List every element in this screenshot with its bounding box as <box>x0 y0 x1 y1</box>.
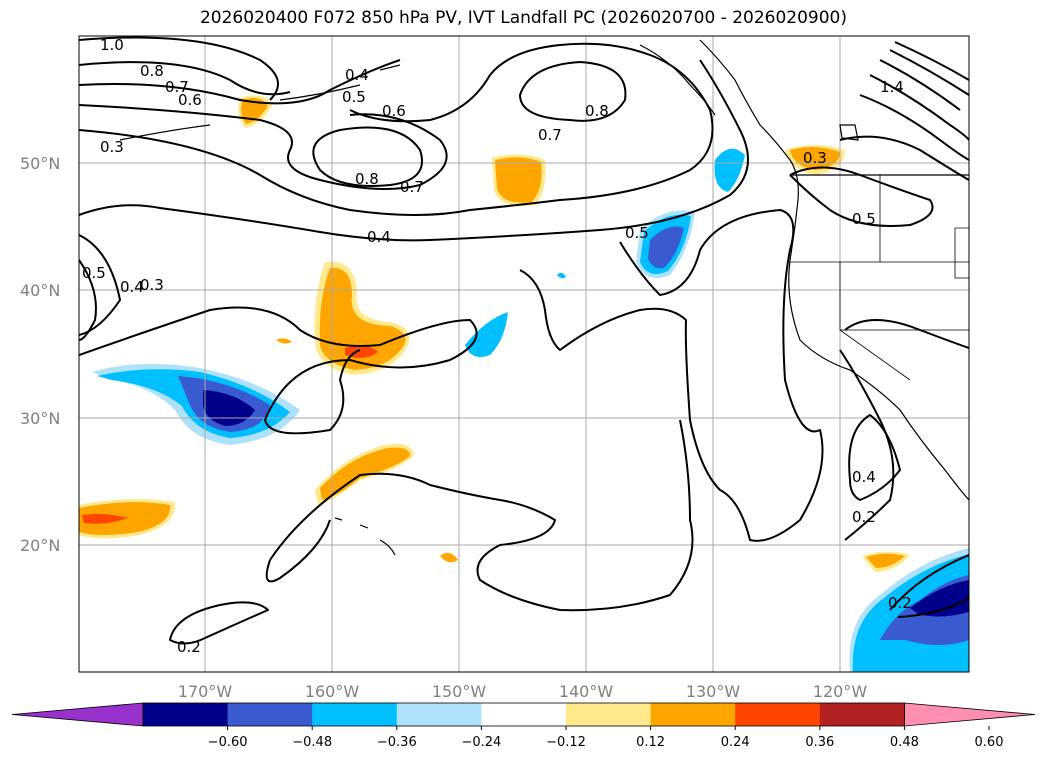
colorbar-tick-label: −0.48 <box>292 735 332 750</box>
colorbar-segment <box>566 703 652 726</box>
colorbar-tick-label: 0.24 <box>721 735 750 750</box>
colorbar-tick-label: −0.24 <box>461 735 501 750</box>
map-title: 2026020400 F072 850 hPa PV, IVT Landfall… <box>199 8 847 28</box>
colorbar-segment <box>735 703 821 726</box>
colorbar: −0.60 −0.48 −0.36 −0.24 −0.12 0.12 0.24 0.36 0.4… <box>11 702 1036 750</box>
contour-label: 0.6 <box>178 91 202 109</box>
colorbar-tick-label: −0.36 <box>377 735 417 750</box>
contour-label: 0.5 <box>852 210 876 228</box>
contour-label: 1.4 <box>880 78 904 96</box>
contour-label: 0.8 <box>140 62 164 80</box>
colorbar-segment <box>396 703 482 726</box>
colorbar-segment <box>143 703 229 726</box>
contour-label: 0.8 <box>585 102 609 120</box>
colorbar-extend-high <box>904 702 1036 727</box>
contour-label: 0.7 <box>538 126 562 144</box>
colorbar-segment <box>481 703 567 726</box>
colorbar-tick-label: 0.60 <box>975 735 1004 750</box>
lat-label: 30°N <box>20 409 60 428</box>
colorbar-tick-label: −0.12 <box>546 735 586 750</box>
contour-label: 0.7 <box>165 78 189 96</box>
lat-label: 20°N <box>20 536 60 555</box>
colorbar-tick-label: −0.60 <box>208 735 248 750</box>
lat-label: 50°N <box>20 154 60 173</box>
contour-labels: 1.0 0.8 0.7 0.6 0.4 0.5 0.6 0.3 0.8 0.7 … <box>82 36 912 656</box>
contour-label: 0.4 <box>852 468 876 486</box>
contour-label: 0.2 <box>177 638 201 656</box>
lon-label: 150°W <box>432 682 487 701</box>
coastlines <box>119 39 969 556</box>
longitude-labels: 170°W 160°W 150°W 140°W 130°W 120°W <box>178 682 868 701</box>
contour-label: 0.4 <box>120 278 144 296</box>
lon-label: 160°W <box>305 682 360 701</box>
contour-label: 0.4 <box>367 228 391 246</box>
colorbar-tick-label: 0.48 <box>890 735 919 750</box>
contour-label: 0.3 <box>140 276 164 294</box>
contour-label: 0.7 <box>400 178 424 196</box>
latitude-labels: 50°N 40°N 30°N 20°N <box>20 154 60 555</box>
colorbar-extend-low <box>11 702 144 727</box>
contour-label: 0.5 <box>625 224 649 242</box>
contour-label: 0.2 <box>852 508 876 526</box>
contour-label: 0.5 <box>342 88 366 106</box>
map-frame <box>78 35 970 673</box>
colorbar-segment <box>312 703 398 726</box>
contour-layer <box>79 36 969 645</box>
contour-label: 0.3 <box>803 149 827 167</box>
colorbar-segment <box>819 703 905 726</box>
colorbar-tick-label: 0.36 <box>805 735 834 750</box>
colorbar-segment <box>227 703 313 726</box>
graticule <box>79 36 969 672</box>
lon-label: 140°W <box>559 682 614 701</box>
contour-label: 0.4 <box>345 66 369 84</box>
colorbar-tick-label: 0.12 <box>636 735 665 750</box>
lon-label: 120°W <box>813 682 868 701</box>
colorbar-border <box>142 702 905 727</box>
contour-label: 1.0 <box>100 36 124 54</box>
map-area[interactable] <box>79 36 969 672</box>
lon-label: 130°W <box>686 682 741 701</box>
contour-label: 0.8 <box>355 170 379 188</box>
lat-label: 40°N <box>20 281 60 300</box>
contour-label: 0.6 <box>382 102 406 120</box>
lon-label: 170°W <box>178 682 233 701</box>
colorbar-segment <box>650 703 736 726</box>
contour-label: 0.5 <box>82 264 106 282</box>
contour-label: 0.2 <box>888 594 912 612</box>
contour-label: 0.3 <box>100 138 124 156</box>
